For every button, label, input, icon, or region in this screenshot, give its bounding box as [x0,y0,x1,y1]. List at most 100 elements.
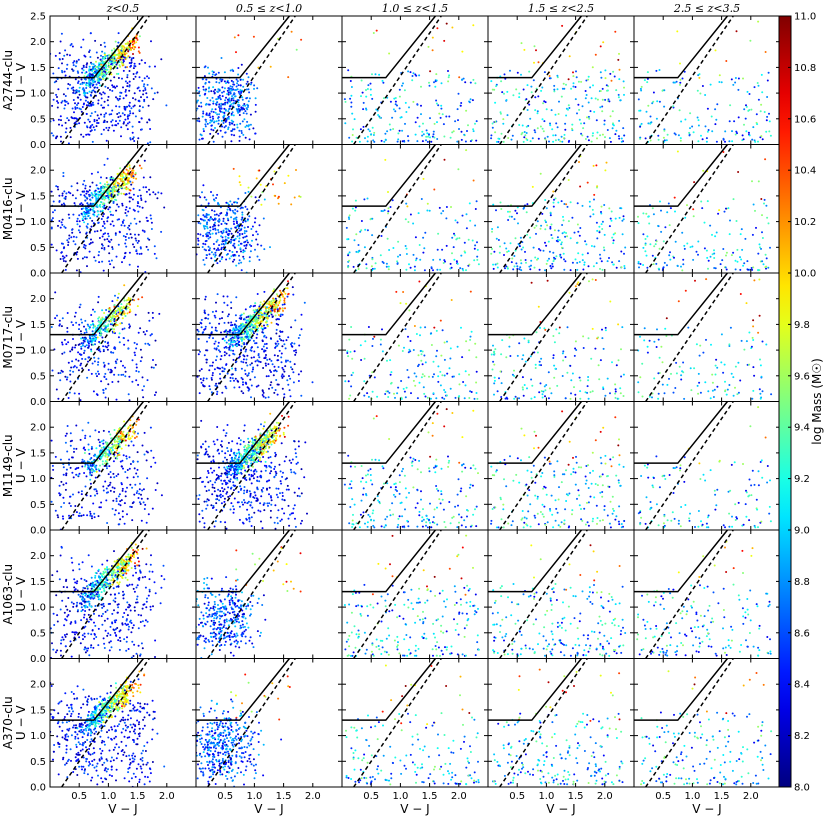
data-point [511,134,514,137]
data-point [576,202,579,205]
data-point [232,102,235,105]
data-point [115,124,118,127]
data-point [207,103,210,106]
data-point [124,252,127,255]
data-point [91,69,94,72]
data-point [81,82,84,85]
data-point [499,112,502,115]
data-point [596,237,599,240]
scatter-points [637,150,771,272]
data-point [562,82,565,85]
data-point [112,214,114,217]
data-point [205,120,208,123]
data-point [73,315,76,318]
data-point [223,301,226,304]
dashed-divider-line [499,15,588,145]
data-point [103,238,106,241]
data-point [114,294,116,297]
data-point [75,91,78,94]
data-point [83,340,86,343]
data-point [133,341,136,344]
data-point [722,248,725,250]
data-point [235,216,238,219]
data-point [543,71,546,74]
data-point [119,95,122,98]
data-point [348,136,351,139]
data-point [541,86,544,89]
data-point [357,244,360,246]
data-point [98,250,101,253]
data-point [224,131,227,134]
data-point [440,82,443,85]
data-point [127,347,130,350]
data-point [85,66,88,69]
data-point [61,341,63,344]
data-point [429,70,432,73]
data-point [66,53,69,56]
data-point [61,255,64,258]
data-point [592,213,595,216]
data-point [554,134,557,137]
data-point [438,206,441,209]
data-point [656,100,659,103]
data-point [217,122,220,125]
data-point [533,226,536,229]
data-point [97,320,100,323]
data-point [644,250,647,253]
data-point [367,84,370,87]
data-point [591,208,594,211]
data-point [119,322,122,325]
data-point [116,113,119,115]
data-point [70,185,73,188]
data-point [679,81,682,84]
data-point [378,115,381,118]
data-point [541,212,544,215]
data-point [228,123,231,126]
data-point [384,132,387,135]
data-point [152,366,155,369]
data-point [724,140,726,143]
data-point [88,250,91,253]
data-point [384,139,387,141]
data-point [525,132,528,134]
data-point [210,378,213,381]
data-point [153,252,156,255]
data-point [128,85,131,88]
dashed-divider-line [353,15,442,145]
data-point [583,263,586,266]
data-point [396,262,399,265]
data-point [767,71,770,74]
data-point [601,220,604,223]
data-point [67,83,70,85]
data-point [109,178,112,181]
data-point [691,245,694,248]
data-point [639,125,642,128]
data-point [104,45,107,48]
data-point [120,91,123,94]
data-point [98,341,101,343]
data-point [243,230,246,232]
data-point [223,354,226,357]
data-point [617,58,620,61]
data-point [442,123,445,126]
data-point [121,204,124,207]
data-point [269,246,271,249]
data-point [375,29,378,32]
scatter-points [196,167,302,273]
data-point [87,346,90,349]
data-point [235,264,238,267]
data-point [202,130,205,133]
data-point [549,264,552,267]
data-point [286,295,289,298]
scatter-points [637,20,772,143]
data-point [112,224,115,227]
data-point [713,267,716,269]
y-tick-label: 1.5 [30,320,46,331]
scatter-points [50,157,166,273]
data-point [688,133,691,136]
data-point [619,207,622,210]
data-point [85,225,88,228]
data-point [203,227,206,230]
data-point [96,230,99,233]
dashed-divider-line [499,144,588,274]
